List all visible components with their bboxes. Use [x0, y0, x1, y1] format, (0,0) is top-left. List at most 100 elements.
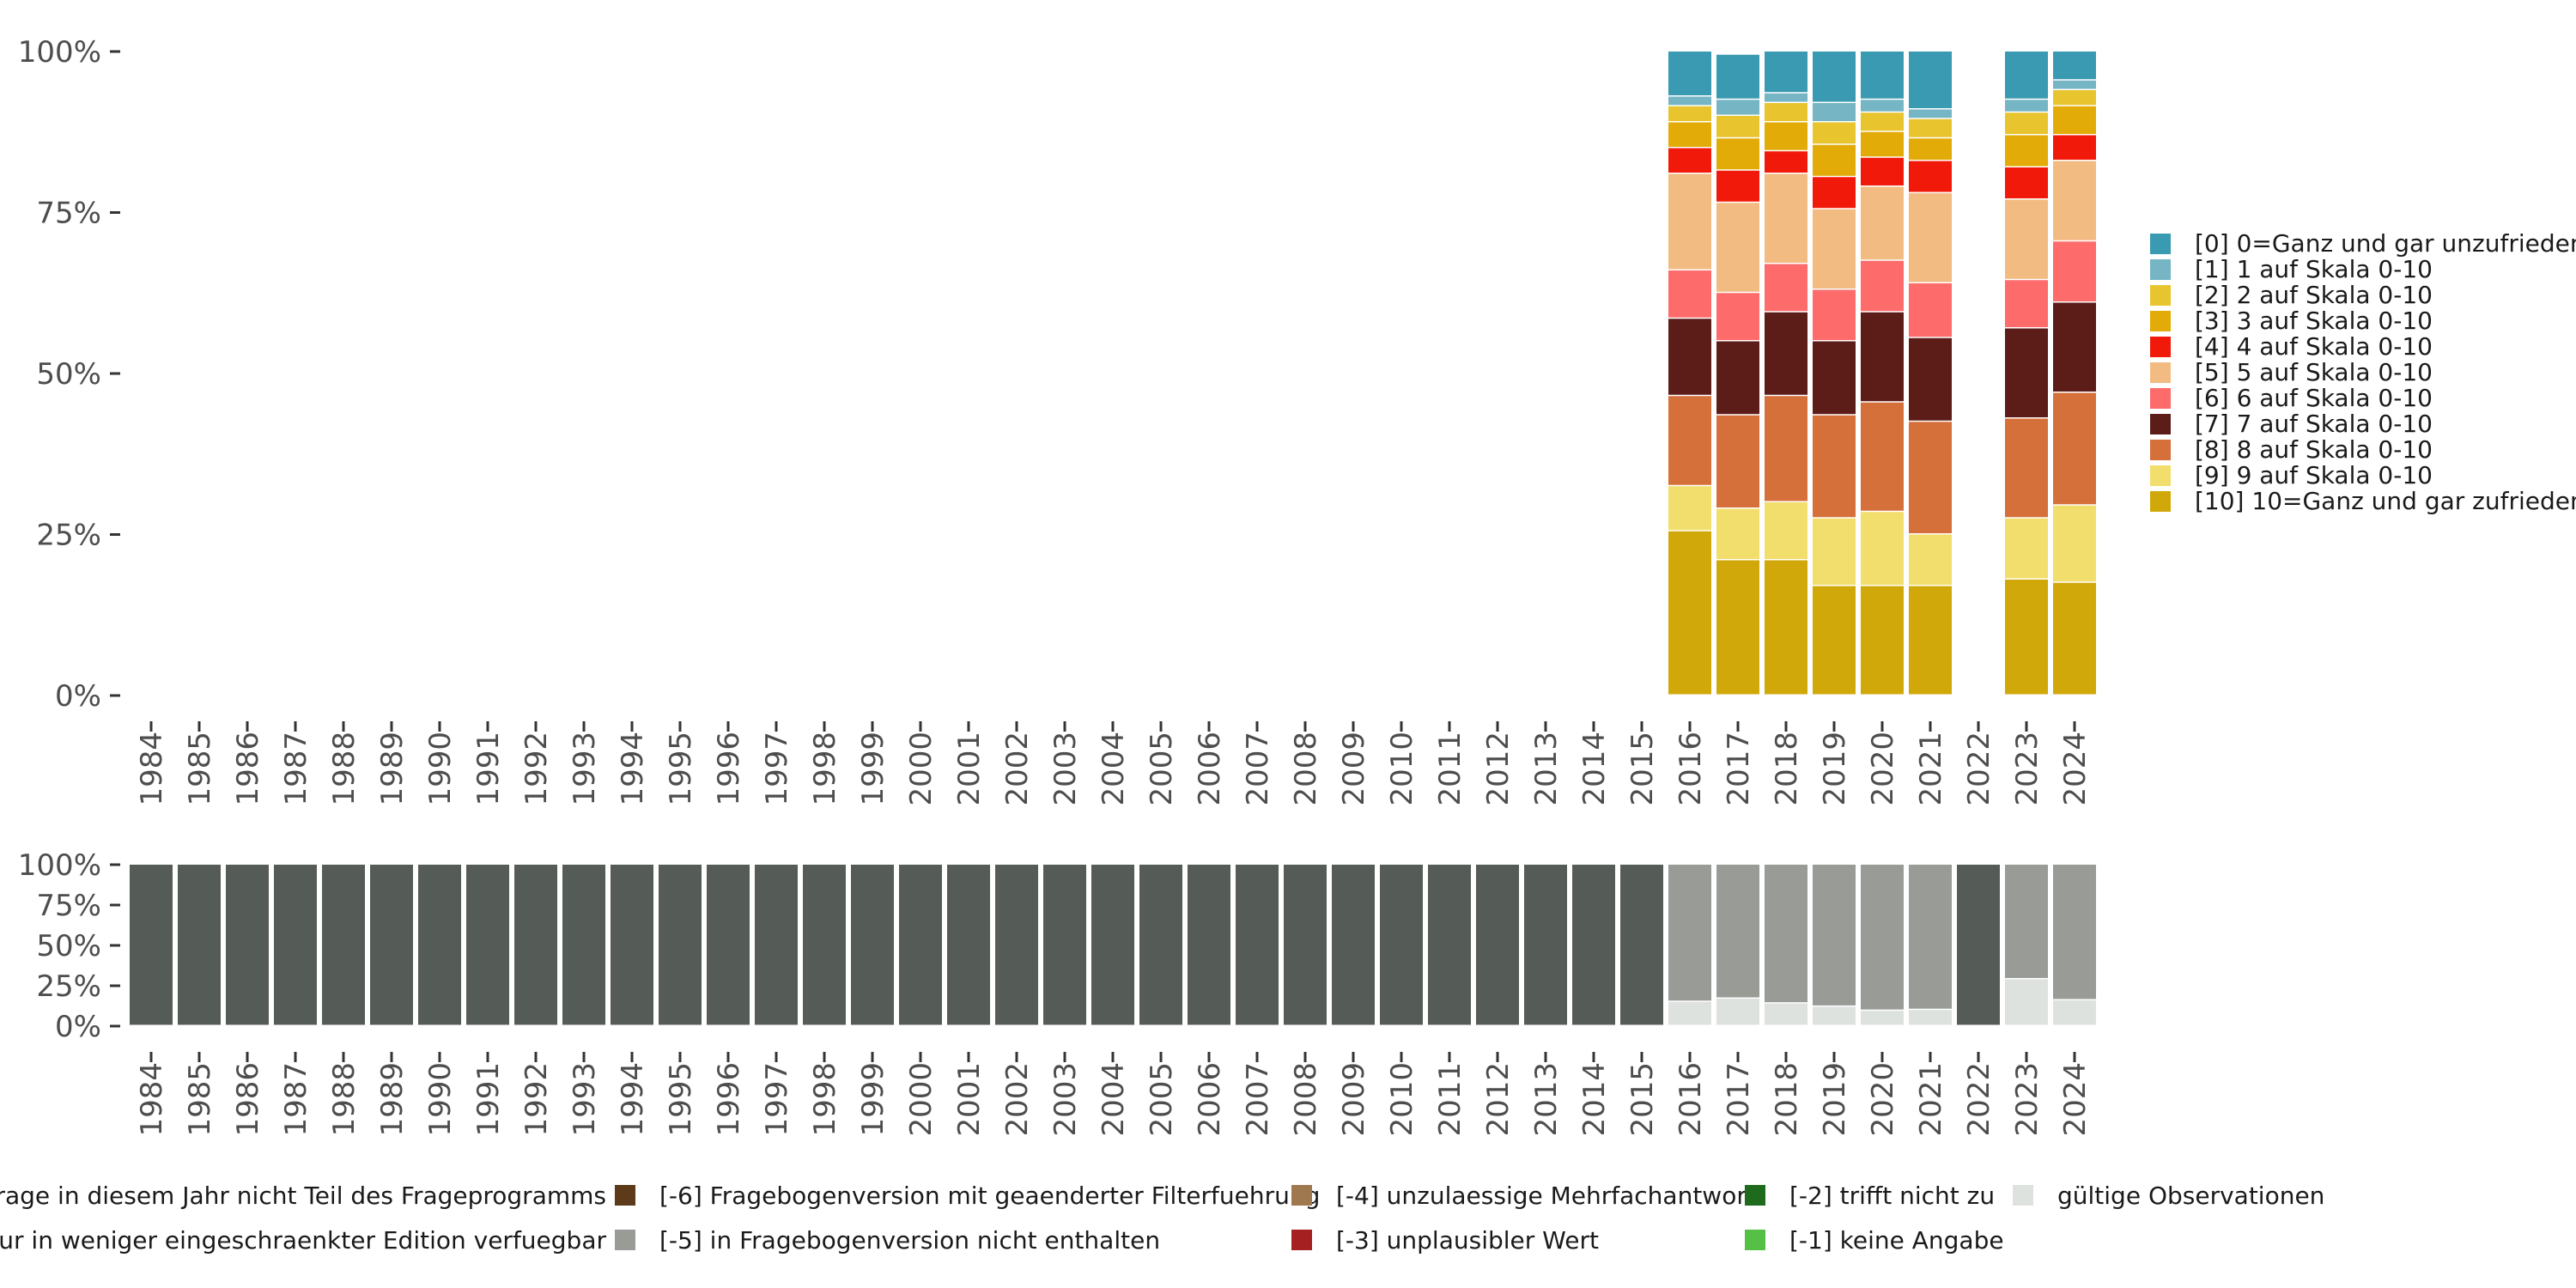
legend-label: [3] 3 auf Skala 0-10 [2195, 307, 2433, 335]
legend-swatch-4-unzulaessige-mehrfachantwort [1291, 1185, 1312, 1206]
x-tick-label-2001: 2001 [952, 732, 987, 806]
legend-bottom: [-8] Frage in diesem Jahr nicht Teil des… [0, 1182, 2324, 1255]
x-tick-label-2011: 2011 [1433, 732, 1467, 806]
bar-segment-2024-0-0-ganz-und-gar-unzufrieden [2053, 52, 2096, 80]
bar-segment-2023-9-9-auf-skala-0-10 [2005, 518, 2048, 579]
x-tick-label-2004: 2004 [1097, 732, 1131, 806]
x-tick-label-2012: 2012 [1481, 732, 1516, 806]
bar-segment-2017-g-ltige-observationen [1716, 999, 1759, 1025]
x-tick-label-2014: 2014 [1577, 732, 1612, 806]
bar-segment-2018-6-6-auf-skala-0-10 [1765, 264, 1807, 312]
y-tick-label: 100% [18, 35, 101, 70]
bar-segment-2021-3-3-auf-skala-0-10 [1909, 138, 1952, 160]
x-tick-label-2019: 2019 [1818, 1062, 1852, 1137]
x-tick-label-2008: 2008 [1289, 732, 1323, 806]
bar-segment-2021-5-in-fragebogenversion-nicht-enthalten [1909, 865, 1952, 1009]
bar-segment-2024-5-in-fragebogenversion-nicht-enthalten [2053, 865, 2096, 999]
x-tick-label-1988: 1988 [327, 1062, 361, 1137]
y-tick-label: 50% [36, 929, 101, 963]
legend-label: [7] 7 auf Skala 0-10 [2195, 410, 2433, 438]
bar-segment-2020-1-1-auf-skala-0-10 [1861, 100, 1904, 112]
bar-segment-2002-8-frage-in-diesem-jahr-nicht-teil-des-frageprogramms [995, 865, 1038, 1025]
bar-segment-2021-5-5-auf-skala-0-10 [1909, 193, 1952, 283]
x-tick-label-1994: 1994 [616, 732, 650, 806]
x-tick-label-2007: 2007 [1241, 732, 1275, 806]
x-tick-label-2004: 2004 [1097, 1062, 1131, 1137]
bar-segment-2023-8-8-auf-skala-0-10 [2005, 418, 2048, 518]
bar-segment-1997-8-frage-in-diesem-jahr-nicht-teil-des-frageprogramms [755, 865, 798, 1025]
x-tick-label-2016: 2016 [1674, 732, 1708, 806]
bar-segment-2024-10-10-ganz-und-gar-zufrieden [2053, 582, 2096, 695]
x-tick-label-2001: 2001 [952, 1062, 987, 1137]
x-tick-label-2012: 2012 [1481, 1062, 1516, 1137]
legend-label: [0] 0=Ganz und gar unzufrieden [2195, 229, 2576, 258]
bar-segment-2020-g-ltige-observationen [1861, 1011, 1904, 1025]
x-tick-label-2013: 2013 [1529, 732, 1564, 806]
y-tick-label: 25% [36, 519, 101, 553]
bar-segment-2016-3-3-auf-skala-0-10 [1668, 122, 1711, 147]
x-tick-label-2003: 2003 [1048, 1062, 1083, 1137]
x-tick-label-1999: 1999 [856, 732, 890, 806]
bar-segment-2019-2-2-auf-skala-0-10 [1813, 122, 1856, 144]
legend-swatch-7-7-auf-skala-0-10 [2150, 414, 2171, 434]
x-tick-label-2018: 2018 [1770, 732, 1804, 806]
x-tick-label-1992: 1992 [519, 1062, 554, 1137]
x-tick-label-2020: 2020 [1866, 1062, 1900, 1137]
bar-segment-2024-6-6-auf-skala-0-10 [2053, 241, 2096, 301]
x-tick-label-2017: 2017 [1722, 1062, 1756, 1137]
x-tick-label-2005: 2005 [1145, 1062, 1179, 1137]
legend-swatch-0-0-ganz-und-gar-unzufrieden [2150, 234, 2171, 254]
bar-segment-2009-8-frage-in-diesem-jahr-nicht-teil-des-frageprogramms [1332, 865, 1375, 1025]
legend-swatch-6-fragebogenversion-mit-geaenderter-filterfuehrung [615, 1185, 635, 1206]
x-tick-label-2024: 2024 [2058, 1062, 2093, 1137]
bar-segment-2005-8-frage-in-diesem-jahr-nicht-teil-des-frageprogramms [1139, 865, 1182, 1025]
x-tick-label-2015: 2015 [1625, 1062, 1660, 1137]
bar-segment-2019-5-5-auf-skala-0-10 [1813, 209, 1856, 289]
bar-segment-2004-8-frage-in-diesem-jahr-nicht-teil-des-frageprogramms [1091, 865, 1134, 1025]
x-tick-label-2010: 2010 [1385, 1062, 1419, 1137]
bar-segment-2020-5-5-auf-skala-0-10 [1861, 186, 1904, 260]
x-tick-label-2002: 2002 [1000, 1062, 1035, 1137]
x-tick-label-1987: 1987 [279, 1062, 313, 1137]
x-tick-label-2023: 2023 [2010, 1062, 2044, 1137]
bar-segment-2016-9-9-auf-skala-0-10 [1668, 486, 1711, 531]
x-tick-label-1993: 1993 [568, 1062, 602, 1137]
legend-right: [0] 0=Ganz und gar unzufrieden[1] 1 auf … [2150, 229, 2576, 515]
x-tick-label-1989: 1989 [375, 1062, 410, 1137]
legend-swatch-8-8-auf-skala-0-10 [2150, 440, 2171, 460]
bar-segment-2018-5-5-auf-skala-0-10 [1765, 173, 1807, 263]
x-tick-label-2015: 2015 [1625, 732, 1660, 806]
bar-segment-2018-g-ltige-observationen [1765, 1003, 1807, 1025]
bar-segment-2016-5-5-auf-skala-0-10 [1668, 173, 1711, 270]
legend-swatch-4-4-auf-skala-0-10 [2150, 337, 2171, 357]
x-tick-label-2003: 2003 [1048, 732, 1083, 806]
x-tick-label-1988: 1988 [327, 732, 361, 806]
legend-label: [-3] unplausibler Wert [1336, 1226, 1599, 1255]
bar-segment-2021-g-ltige-observationen [1909, 1010, 1952, 1025]
y-tick-label: 50% [36, 357, 101, 392]
legend-label: [4] 4 auf Skala 0-10 [2195, 332, 2433, 361]
x-tick-label-2002: 2002 [1000, 732, 1035, 806]
bar-segment-2019-5-in-fragebogenversion-nicht-enthalten [1813, 865, 1856, 1005]
legend-label: [-2] trifft nicht zu [1789, 1182, 1995, 1210]
bar-segment-2019-8-8-auf-skala-0-10 [1813, 415, 1856, 518]
bar-segment-2023-3-3-auf-skala-0-10 [2005, 135, 2048, 167]
bar-segment-2011-8-frage-in-diesem-jahr-nicht-teil-des-frageprogramms [1428, 865, 1471, 1025]
x-tick-label-1984: 1984 [135, 732, 169, 806]
x-tick-label-2021: 2021 [1914, 1062, 1948, 1137]
bar-segment-1985-8-frage-in-diesem-jahr-nicht-teil-des-frageprogramms [178, 865, 221, 1025]
bar-segment-2023-2-2-auf-skala-0-10 [2005, 112, 2048, 134]
bar-segment-2018-5-in-fragebogenversion-nicht-enthalten [1765, 865, 1807, 1003]
x-tick-label-1987: 1987 [279, 732, 313, 806]
legend-label: [9] 9 auf Skala 0-10 [2195, 461, 2433, 489]
x-tick-label-1996: 1996 [712, 1062, 746, 1137]
x-tick-label-2022: 2022 [1962, 1062, 1996, 1137]
legend-label: [-4] unzulaessige Mehrfachantwort [1336, 1182, 1756, 1210]
bar-segment-2018-3-3-auf-skala-0-10 [1765, 122, 1807, 150]
legend-swatch-2-2-auf-skala-0-10 [2150, 285, 2171, 306]
legend-label: [8] 8 auf Skala 0-10 [2195, 435, 2433, 464]
bar-segment-2017-2-2-auf-skala-0-10 [1716, 116, 1759, 137]
bar-segment-1998-8-frage-in-diesem-jahr-nicht-teil-des-frageprogramms [803, 865, 846, 1025]
y-tick-label: 100% [18, 848, 101, 883]
